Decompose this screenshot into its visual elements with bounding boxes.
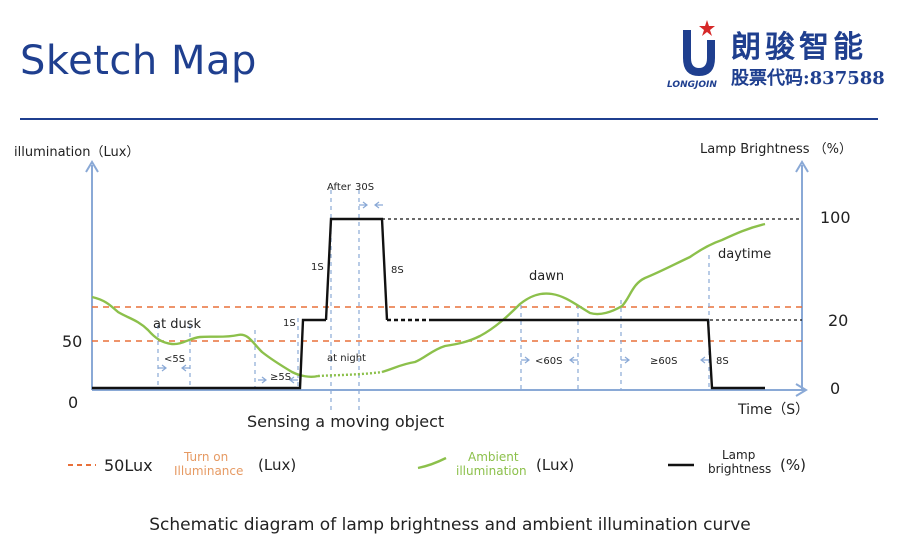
legend-ambient-line1: Ambient <box>468 450 519 464</box>
lamp-brightness-curve-peak <box>324 217 389 321</box>
company-logo: 朗骏智能 LONGJOIN 股票代码:837588 <box>665 18 895 98</box>
y-right-axis-title: Lamp Brightness （%） <box>700 142 852 157</box>
longjoin-logo-icon <box>683 20 715 76</box>
y-left-axis-title: illumination（Lux） <box>14 145 139 160</box>
off-8s-label: 8S <box>716 356 729 367</box>
page-title: Sketch Map <box>20 38 257 84</box>
legend-turn-on-illuminance-line1: Turn on <box>183 450 228 464</box>
legend-turn-on-unit: (Lux) <box>258 456 296 474</box>
ambient-illumination-night-segment <box>317 370 383 378</box>
legend-50lux-value: 50Lux <box>104 456 153 475</box>
legend-green-swatch <box>417 456 447 470</box>
daytime-label: daytime <box>718 247 771 262</box>
at-dusk-label: at dusk <box>153 317 201 332</box>
y-left-axis-arrow-icon <box>85 160 99 173</box>
after-30s-label: 30S <box>355 182 374 193</box>
ambient-illumination-curve-rise <box>381 222 766 374</box>
fall-8s-label: 8S <box>391 265 404 276</box>
ambient-illumination-curve <box>91 295 319 378</box>
stock-code: 股票代码:837588 <box>731 68 885 89</box>
y-left-tick-0: 0 <box>68 393 78 412</box>
ge60s-label: ≥60S <box>650 356 677 367</box>
logo-brand: LONGJOIN <box>667 80 717 90</box>
rise-1s-upper-label: 1S <box>311 262 324 273</box>
sensing-label: Sensing a moving object <box>247 412 444 431</box>
at-night-label: at night <box>327 353 366 364</box>
y-right-tick-100: 100 <box>820 208 851 227</box>
y-left-tick-50: 50 <box>62 332 82 351</box>
dawn-label: dawn <box>529 269 564 284</box>
legend-ambient-line2: illumination <box>456 464 527 478</box>
rise-1s-lower-label: 1S <box>283 318 296 329</box>
legend-turn-on-illuminance-line2: Illuminance <box>174 464 243 478</box>
legend-ambient-unit: (Lux) <box>536 456 574 474</box>
logo-chinese-name: 朗骏智能 <box>731 30 867 65</box>
header-divider <box>20 118 878 120</box>
interval-arrows <box>158 201 709 384</box>
y-right-tick-0: 0 <box>830 379 840 398</box>
lt5s-label: <5S <box>164 354 185 365</box>
legend-lamp-unit: (%) <box>780 456 806 474</box>
y-right-axis-arrow-icon <box>795 160 809 173</box>
x-axis-arrow-icon <box>795 383 808 397</box>
legend-lamp-line1: Lamp <box>722 448 755 462</box>
legend-lamp-line2: brightness <box>708 462 771 476</box>
lamp-brightness-curve-off-left <box>92 318 326 390</box>
after-label: After <box>327 182 352 193</box>
ge5s-label: ≥5S <box>270 372 291 383</box>
figure-caption: Schematic diagram of lamp brightness and… <box>149 515 751 535</box>
y-right-tick-20: 20 <box>828 311 848 330</box>
x-axis-title: Time（S） <box>737 402 809 418</box>
lt60s-label: <60S <box>535 356 562 367</box>
lamp-brightness-curve-hold <box>432 318 765 390</box>
